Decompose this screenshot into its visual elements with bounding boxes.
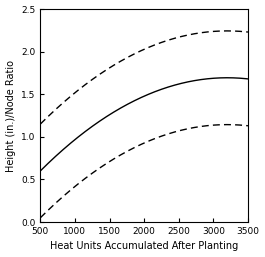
Y-axis label: Height (in.)/Node Ratio: Height (in.)/Node Ratio (6, 60, 16, 171)
X-axis label: Heat Units Accumulated After Planting: Heat Units Accumulated After Planting (50, 241, 238, 251)
